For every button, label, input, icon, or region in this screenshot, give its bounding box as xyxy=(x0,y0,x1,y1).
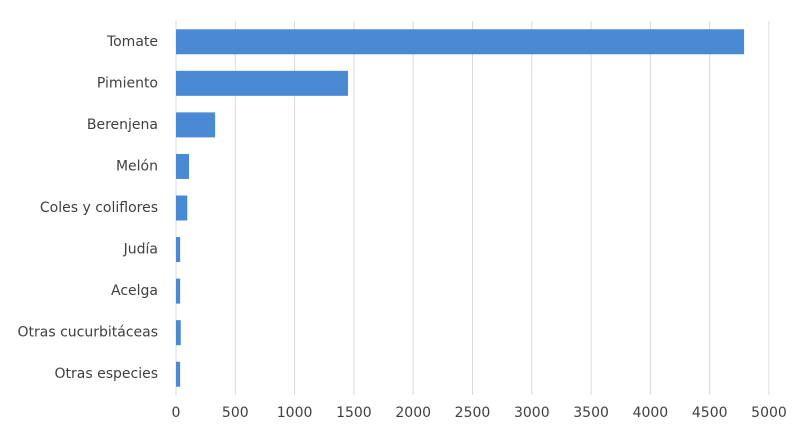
bar xyxy=(176,237,181,263)
x-tick-label: 3000 xyxy=(514,405,550,421)
x-tick-label: 4500 xyxy=(692,405,728,421)
y-tick-label: Melón xyxy=(116,158,158,174)
bar xyxy=(176,153,190,179)
x-tick-label: 1000 xyxy=(277,405,313,421)
x-tick-label: 5000 xyxy=(751,405,787,421)
bar xyxy=(176,320,181,346)
x-tick-label: 2000 xyxy=(395,405,431,421)
x-tick-label: 1500 xyxy=(336,405,372,421)
x-tick-label: 3500 xyxy=(573,405,609,421)
bar xyxy=(176,29,745,55)
y-tick-label: Otras cucurbitáceas xyxy=(17,325,158,341)
x-tick-label: 500 xyxy=(222,405,249,421)
bar xyxy=(176,70,348,96)
y-tick-label: Pimiento xyxy=(97,75,158,91)
bar xyxy=(176,361,181,387)
bar xyxy=(176,195,188,221)
y-tick-label: Acelga xyxy=(111,283,158,299)
y-tick-label: Berenjena xyxy=(87,117,158,133)
bar xyxy=(176,112,216,138)
y-tick-label: Tomate xyxy=(106,34,158,50)
x-tick-label: 4000 xyxy=(633,405,669,421)
y-tick-label: Otras especies xyxy=(55,366,159,382)
bar xyxy=(176,278,181,304)
x-tick-label: 0 xyxy=(172,405,181,421)
y-tick-label: Judía xyxy=(123,242,158,258)
y-tick-label: Coles y coliflores xyxy=(40,200,158,216)
x-tick-label: 2500 xyxy=(455,405,491,421)
